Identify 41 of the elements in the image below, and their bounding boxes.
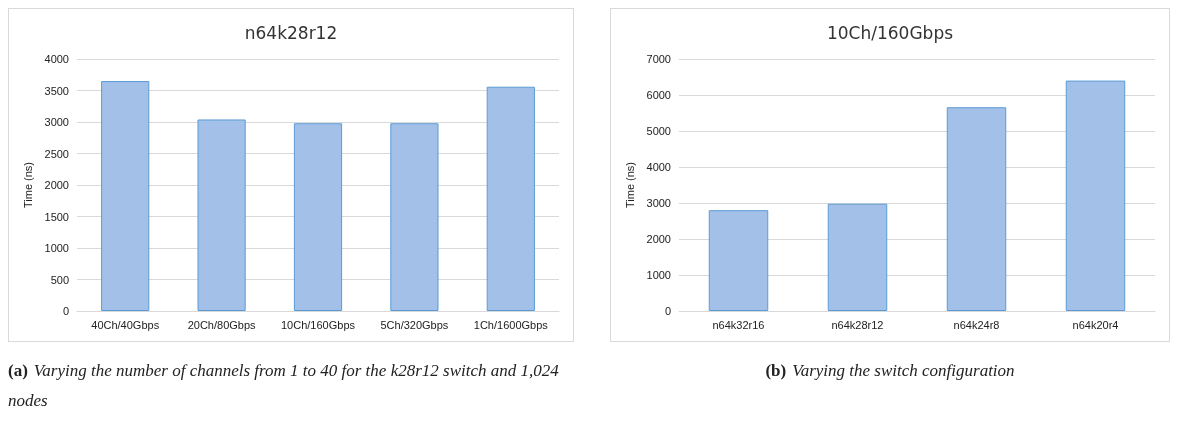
y-tick-label: 4000 [646,161,671,173]
bar [197,119,246,311]
text: (a) Varying the number of channels from 1 to 40 for the k28r12 switch and 1,024 nodes [8,360,560,412]
bar [101,81,150,311]
x-tick-label: 20Ch/80Gbps [187,318,257,331]
y-tick-label: 1500 [44,210,69,223]
bar [293,123,343,311]
y-tick-label: 7000 [646,53,671,65]
bar [827,203,888,311]
y-axis-title: Time (ns) [623,161,636,209]
x-tick-label: n64k24r8 [953,318,1000,331]
x-tick-label: 10Ch/160Gbps [281,318,356,331]
x-tick-label: n64k28r12 [831,318,884,331]
x-tick-label: n64k20r4 [1072,318,1119,331]
y-tick-label: 3000 [44,116,69,128]
y-tick-label: 3500 [44,84,69,97]
bar [390,123,439,311]
text: (b) Varying the switch configuration [764,360,1016,382]
y-tick-label: 0 [62,305,69,317]
x-tick-label: n64k32r16 [712,318,765,331]
y-tick-label: 2500 [44,147,69,160]
bar [486,86,535,311]
y-tick-label: 4000 [44,53,69,65]
y-tick-label: 1000 [646,269,671,281]
y-tick-label: 5000 [646,125,671,137]
bar [1065,80,1126,311]
y-axis-title: Time (ns) [21,161,34,209]
y-tick-label: 2000 [646,233,671,245]
y-tick-label: 1000 [44,242,69,254]
x-tick-label: 1Ch/1600Gbps [473,318,549,331]
x-tick-label: 5Ch/320Gbps [380,318,449,331]
y-tick-label: 6000 [646,89,671,101]
bar [946,107,1007,311]
y-tick-label: 500 [50,273,69,286]
y-tick-label: 0 [664,305,671,317]
bar [708,210,769,311]
x-tick-label: 40Ch/40Gbps [91,318,160,331]
chart-title: 10Ch/160Gbps [826,22,954,43]
y-tick-label: 3000 [646,197,671,209]
y-tick-label: 2000 [44,179,69,191]
chart-title: n64k28r12 [244,22,338,43]
